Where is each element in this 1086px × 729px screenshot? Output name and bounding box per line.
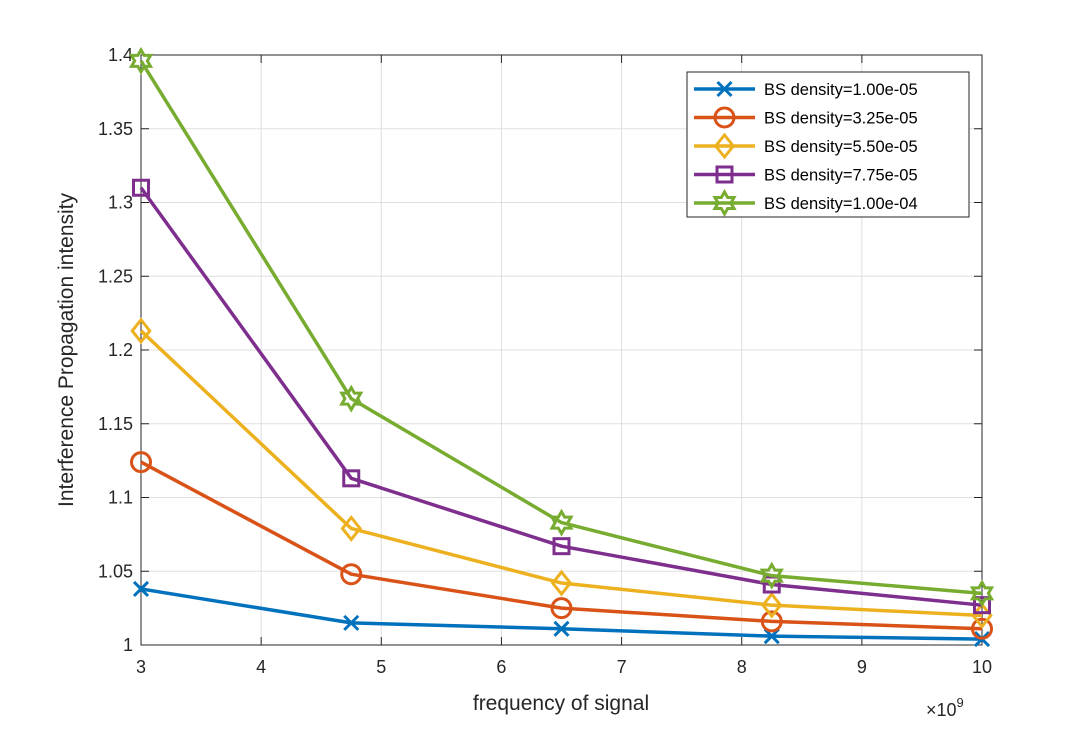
legend-items: BS density=1.00e-05 BS density=3.25e-05 BS… (694, 80, 918, 217)
x-tick-label: 8 (737, 657, 747, 677)
legend-item-1: BS density=1.00e-05 (694, 80, 918, 99)
series-5 (128, 46, 995, 608)
data-point (553, 620, 570, 637)
legend-label: BS density=7.75e-05 (764, 167, 918, 185)
y-tick-label: 1.35 (98, 119, 133, 139)
legend-label: BS density=1.00e-04 (764, 195, 918, 213)
series-4 (132, 178, 991, 615)
y-tick-label: 1.2 (108, 340, 133, 360)
x-exponent-power: 9 (957, 695, 964, 710)
data-point (549, 508, 574, 537)
data-point (973, 596, 991, 615)
legend-marker (712, 189, 737, 217)
data-point (343, 614, 360, 631)
legend-item-2: BS density=3.25e-05 (694, 106, 918, 129)
data-point (339, 384, 364, 413)
legend-item-4: BS density=7.75e-05 (694, 165, 918, 185)
data-point (550, 597, 573, 620)
data-point (128, 46, 154, 75)
y-axis-label: Interference Propagation intensity (55, 192, 78, 507)
data-point (550, 569, 573, 597)
series-1 (132, 580, 991, 648)
legend-label: BS density=3.25e-05 (764, 110, 918, 128)
data-point (969, 579, 995, 608)
data-point (340, 515, 362, 542)
x-axis-exponent: ×109 (926, 695, 964, 720)
legend-label: BS density=1.00e-05 (764, 81, 918, 99)
data-point (759, 561, 784, 590)
y-tick-label: 1.4 (108, 45, 133, 65)
x-tick-label: 6 (496, 657, 506, 677)
legend-marker (716, 80, 733, 98)
data-point (130, 317, 152, 345)
x-tick-label: 5 (376, 657, 386, 677)
data-point (342, 469, 361, 488)
data-point (132, 580, 150, 598)
series-line (140, 460, 983, 631)
series-line (139, 329, 983, 618)
legend: BS density=1.00e-05 BS density=3.25e-05 BS… (686, 71, 970, 218)
x-exponent-base: ×10 (926, 700, 957, 720)
series-line (139, 59, 983, 596)
y-tick-label: 1 (123, 635, 133, 655)
legend-marker (715, 165, 734, 184)
legend-marker (713, 106, 736, 129)
data-point (552, 537, 571, 556)
x-axis-label: frequency of signal (473, 692, 649, 715)
y-tick-label: 1.25 (98, 266, 133, 286)
legend-label: BS density=5.50e-05 (764, 138, 918, 156)
legend-marker (713, 132, 736, 160)
series-2 (130, 451, 993, 640)
data-point (130, 451, 152, 474)
y-tick-label: 1.15 (98, 414, 133, 434)
y-tick-label: 1.3 (108, 193, 133, 213)
x-tick-label: 3 (136, 657, 146, 677)
data-point (971, 617, 993, 640)
axis-ticks: 3 4 5 6 7 8 9 10 1 1.05 1.1 1.15 1.2 1.25 1.3 1.35 1.4 (98, 45, 992, 677)
x-tick-label: 9 (857, 657, 867, 677)
legend-item-3: BS density=5.50e-05 (694, 132, 918, 160)
series (128, 46, 995, 648)
x-tick-label: 4 (256, 657, 266, 677)
x-tick-label: 7 (617, 657, 627, 677)
legend-item-5: BS density=1.00e-04 (694, 189, 918, 217)
data-point (340, 563, 363, 586)
data-point (132, 178, 150, 197)
series-line (140, 587, 983, 641)
x-tick-label: 10 (972, 657, 992, 677)
data-point (760, 610, 783, 633)
y-tick-label: 1.1 (108, 488, 133, 508)
data-point (761, 591, 783, 619)
series-line (139, 186, 983, 607)
data-point (763, 628, 780, 645)
y-tick-label: 1.05 (98, 561, 133, 581)
